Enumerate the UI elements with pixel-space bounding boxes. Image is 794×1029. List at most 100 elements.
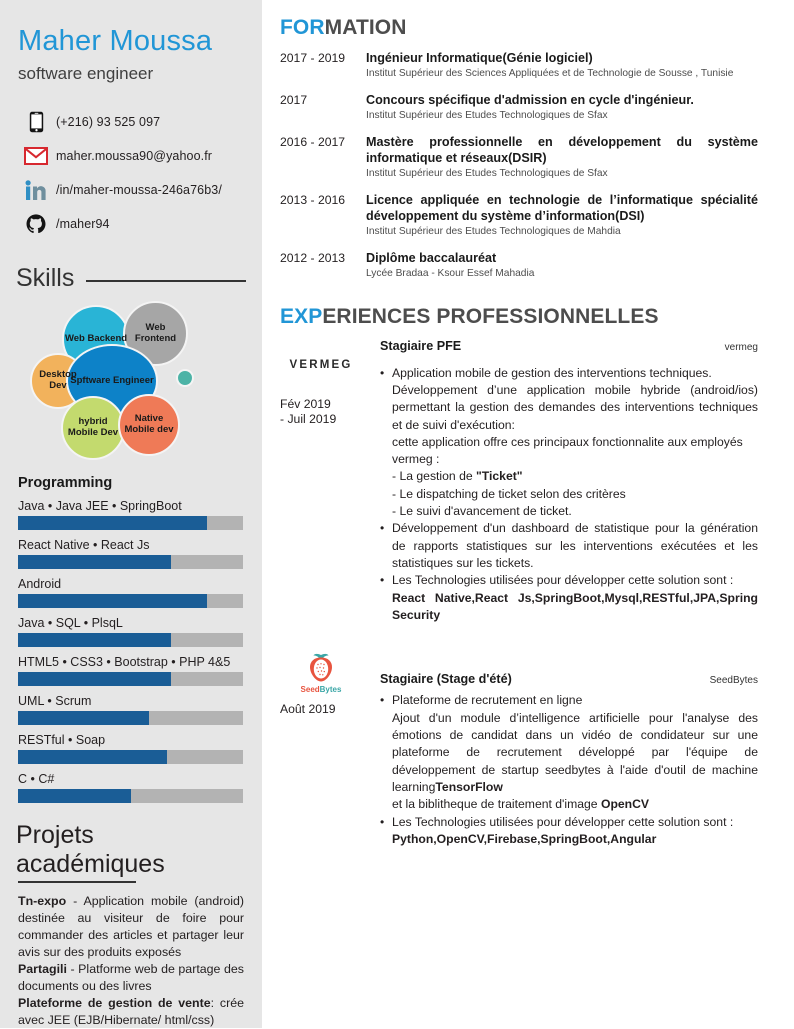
experience-bullet: • Les Technologies utilisées pour dévelo…	[380, 814, 758, 849]
experiences-heading-accent: EXP	[280, 305, 322, 328]
project-name: Partagili	[18, 962, 67, 976]
experience-title-row: Stagiaire PFE vermeg	[380, 339, 758, 353]
skill-label: Java • Java JEE • SpringBoot	[18, 499, 246, 513]
bullet-line-bold: OpenCV	[601, 797, 649, 811]
bullet-icon: •	[380, 520, 392, 572]
experience-bullet: • Application mobile de gestion des inte…	[380, 365, 758, 521]
skill-bar-fill	[18, 594, 207, 608]
skill-bars: Java • Java JEE • SpringBoot React Nativ…	[16, 499, 246, 803]
bullet-line-text: et la biblitheque de traitement d'image	[392, 797, 601, 811]
bullet-line: et la biblitheque de traitement d'image …	[392, 796, 758, 813]
skill-bar-track	[18, 516, 243, 530]
programming-heading: Programming	[18, 475, 246, 491]
bullet-line-bold: TensorFlow	[435, 780, 502, 794]
contact-email[interactable]: maher.moussa90@yahoo.fr	[16, 140, 246, 172]
experience-bullet: • Plateforme de recrutement en ligne Ajo…	[380, 692, 758, 813]
bullet-icon: •	[380, 365, 392, 521]
formation-list: 2017 - 2019 Ingénieur Informatique(Génie…	[280, 50, 758, 281]
formation-title: Mastère professionnelle en développement…	[366, 134, 758, 166]
experience-date: Août 2019	[280, 702, 366, 718]
skill-bar-fill	[18, 789, 131, 803]
skill-bar-track	[18, 789, 243, 803]
skill-bar-fill	[18, 672, 171, 686]
bullet-content: Les Technologies utilisées pour développ…	[392, 572, 758, 624]
bubble-small-accent	[176, 369, 194, 387]
formation-entry: 2013 - 2016 Licence appliquée en technol…	[280, 192, 758, 239]
skill-label: Java • SQL • PlsqL	[18, 616, 246, 630]
skill-bar-fill	[18, 516, 207, 530]
skill-bar-fill	[18, 750, 167, 764]
job-role: software engineer	[18, 64, 246, 84]
experience-title-row: Stagiaire (Stage d'été) SeedBytes	[380, 672, 758, 686]
formation-entry: 2012 - 2013 Diplôme baccalauréat Lycée B…	[280, 250, 758, 281]
experience-bullet: • Développement d'un dashboard de statis…	[380, 520, 758, 572]
formation-entry: 2017 Concours spécifique d'admission en …	[280, 92, 758, 123]
bubble-web-backend-label: Web Backend	[65, 334, 127, 345]
formation-body: Concours spécifique d'admission en cycle…	[366, 92, 758, 123]
bullet-subline-bold: "Ticket"	[476, 469, 523, 483]
formation-title: Concours spécifique d'admission en cycle…	[366, 92, 758, 108]
bullet-content: Application mobile de gestion des interv…	[392, 365, 758, 521]
skill-item: Java • Java JEE • SpringBoot	[16, 499, 246, 530]
bubble-native-mobile-dev-label: Native Mobile dev	[120, 414, 178, 436]
bullet-line: Développement d’une application mobile h…	[392, 382, 758, 434]
skill-item: RESTful • Soap	[16, 733, 246, 764]
bullet-subline-text: - La gestion de	[392, 469, 476, 483]
formation-entry: 2017 - 2019 Ingénieur Informatique(Génie…	[280, 50, 758, 81]
skill-item: Android	[16, 577, 246, 608]
skill-bar-fill	[18, 555, 171, 569]
skill-label: HTML5 • CSS3 • Bootstrap • PHP 4&5	[18, 655, 246, 669]
project-name: Tn-expo	[18, 894, 66, 908]
skill-label: Android	[18, 577, 246, 591]
linkedin-icon	[16, 180, 56, 201]
formation-institution: Lycée Bradaa - Ksour Essef Mahadia	[366, 268, 758, 281]
skill-bar-track	[18, 672, 243, 686]
bullet-content: Plateforme de recrutement en ligne Ajout…	[392, 692, 758, 813]
formation-body: Ingénieur Informatique(Génie logiciel) I…	[366, 50, 758, 81]
formation-heading-accent: FOR	[280, 16, 325, 39]
projects-heading: Projets académiques	[16, 821, 246, 883]
bullet-line: Application mobile de gestion des interv…	[392, 365, 758, 382]
linkedin-text: /in/maher-moussa-246a76b3/	[56, 183, 222, 197]
skill-label: React Native • React Js	[18, 538, 246, 552]
bubble-desktop-dev-label: Desktop Dev	[32, 370, 84, 392]
formation-date: 2013 - 2016	[280, 192, 366, 239]
contact-phone[interactable]: (+216) 93 525 097	[16, 106, 246, 138]
seedbytes-logo-text: SeedBytes	[301, 685, 342, 694]
email-text: maher.moussa90@yahoo.fr	[56, 149, 212, 163]
experience-date-line2: - Juil 2019	[280, 412, 336, 426]
contact-linkedin[interactable]: /in/maher-moussa-246a76b3/	[16, 174, 246, 206]
skill-bar-track	[18, 711, 243, 725]
bubble-native-mobile-dev: Native Mobile dev	[118, 394, 180, 456]
bubble-web-frontend-label: Web Frontend	[125, 323, 186, 345]
experience-bullets: • Application mobile de gestion des inte…	[380, 365, 758, 625]
bullet-subline: - Le dispatching de ticket selon des cri…	[392, 486, 758, 503]
contact-list: (+216) 93 525 097 maher.moussa90@yahoo.f…	[16, 106, 246, 240]
experience-bullet: • Les Technologies utilisées pour dévelo…	[380, 572, 758, 624]
formation-institution: Institut Supérieur des Etudes Technologi…	[366, 168, 758, 181]
experience-title: Stagiaire PFE	[380, 339, 461, 353]
formation-body: Diplôme baccalauréat Lycée Bradaa - Ksou…	[366, 250, 758, 281]
skill-label: RESTful • Soap	[18, 733, 246, 747]
skills-heading-text: Skills	[16, 264, 74, 293]
vermeg-logo: VERMEG	[280, 339, 362, 391]
bullet-subline: - La gestion de "Ticket"	[392, 468, 758, 485]
skill-bar-fill	[18, 711, 149, 725]
bullet-line: Les Technologies utilisées pour développ…	[392, 572, 758, 589]
projects-heading-rule	[18, 881, 136, 883]
formation-body: Licence appliquée en technologie de l’in…	[366, 192, 758, 239]
experience-left: VERMEG Fév 2019 - Juil 2019	[280, 339, 366, 625]
experience-bullets: • Plateforme de recrutement en ligne Ajo…	[380, 692, 758, 848]
formation-body: Mastère professionnelle en développement…	[366, 134, 758, 181]
formation-title: Ingénieur Informatique(Génie logiciel)	[366, 50, 758, 66]
bullet-tech-list: React Native,React Js,SpringBoot,Mysql,R…	[392, 591, 758, 622]
formation-title: Licence appliquée en technologie de l’in…	[366, 192, 758, 224]
contact-github[interactable]: /maher94	[16, 208, 246, 240]
github-icon	[16, 214, 56, 234]
formation-date: 2016 - 2017	[280, 134, 366, 181]
formation-institution: Institut Supérieur des Sciences Appliqué…	[366, 68, 758, 81]
experiences-heading-rest: ERIENCES PROFESSIONNELLES	[322, 305, 658, 328]
skills-heading: Skills	[16, 264, 246, 293]
experience-date-line1: Fév 2019	[280, 397, 331, 411]
